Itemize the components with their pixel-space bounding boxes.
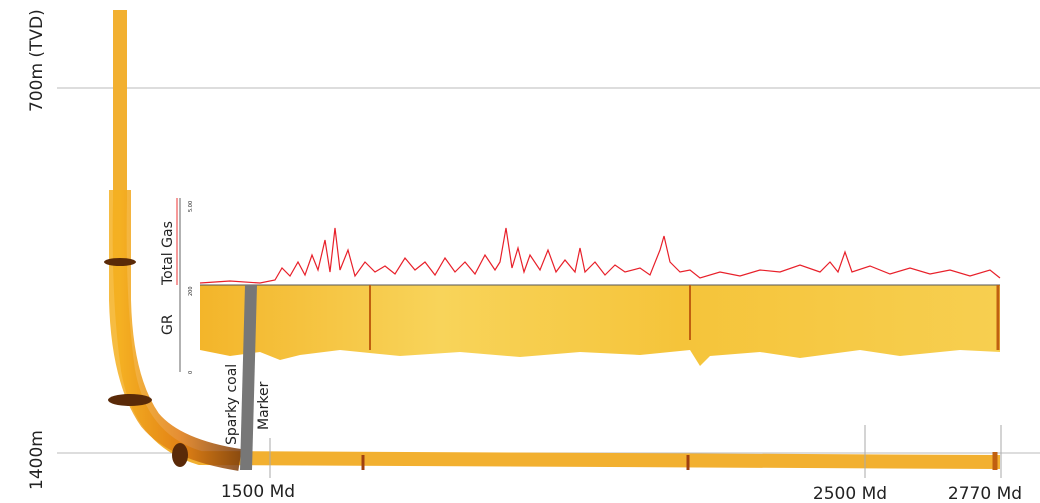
scale-label: 200	[188, 286, 194, 296]
well-ring	[104, 258, 136, 266]
gr-log	[200, 285, 1000, 366]
log-label: Total Gas	[160, 221, 176, 286]
scale-label: 5.00	[188, 201, 194, 212]
annotation: Sparky coal	[224, 364, 240, 445]
well-path-shading	[109, 190, 242, 471]
depth-label: 1400m	[27, 430, 47, 490]
well-ring	[172, 443, 188, 467]
gas-log	[199, 227, 1001, 284]
md-label: 2500 Md	[813, 484, 887, 503]
md-label: 1500 Md	[221, 482, 295, 502]
marker-plane	[240, 285, 257, 470]
well-ring	[108, 394, 152, 406]
log-label: GR	[160, 314, 176, 335]
md-label: 2770 Md	[948, 484, 1022, 503]
scale-label: 0	[188, 371, 194, 374]
depth-label: 700m (TVD)	[27, 9, 47, 112]
annotation: Marker	[256, 381, 272, 430]
